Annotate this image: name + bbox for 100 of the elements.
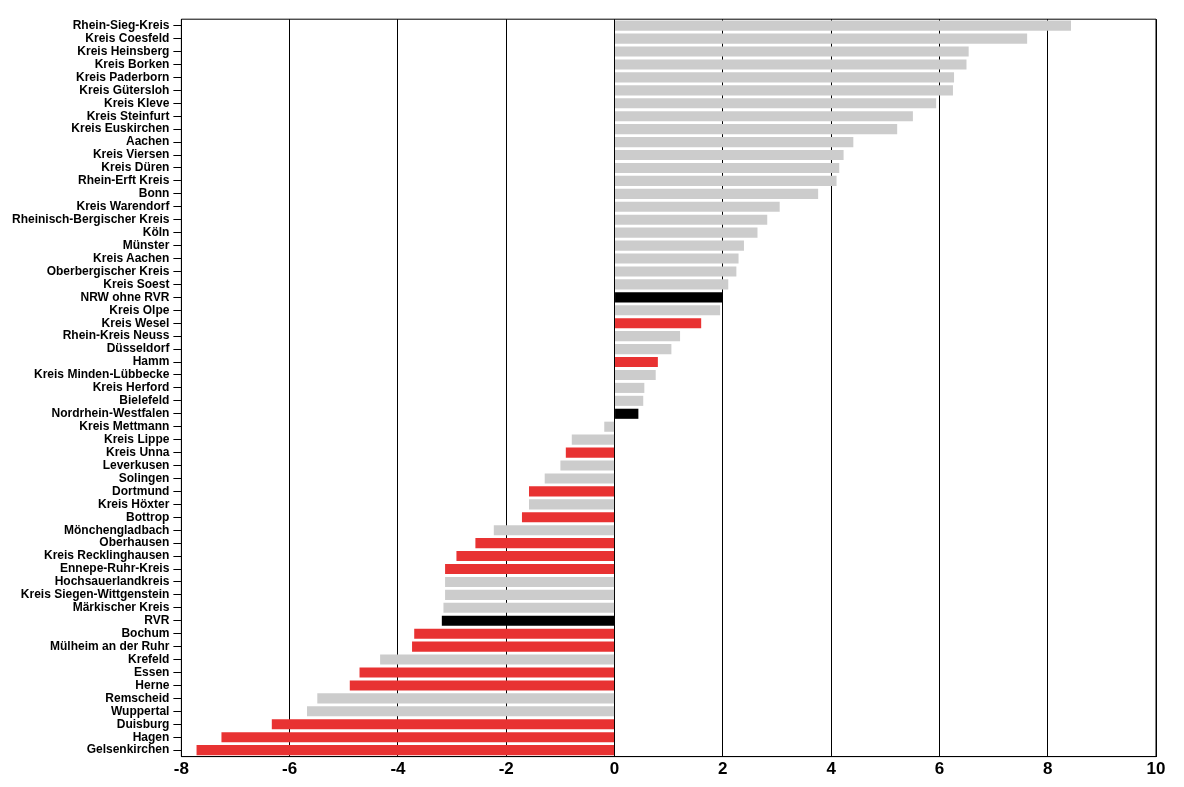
x-tick-label: -8 xyxy=(173,759,189,779)
y-tick-label: Ennepe-Ruhr-Kreis xyxy=(60,561,170,576)
x-tick-label: 6 xyxy=(934,759,945,779)
bar xyxy=(565,447,615,458)
bar xyxy=(412,641,615,652)
y-tick-label: Oberhausen xyxy=(99,535,170,550)
bar xyxy=(615,279,729,290)
bar xyxy=(615,149,844,161)
bar xyxy=(317,693,615,704)
y-tick-label: Rhein-Sieg-Kreis xyxy=(72,17,170,32)
y-tick-label: Kreis Aachen xyxy=(93,250,170,265)
bar xyxy=(445,563,615,575)
bar xyxy=(615,72,955,83)
x-tick-label: -4 xyxy=(390,759,407,779)
y-tick-label: Bielefeld xyxy=(119,393,170,408)
x-tick-label: -6 xyxy=(282,759,298,779)
y-tick-label: Kreis Steinfurt xyxy=(86,108,170,123)
bar xyxy=(615,382,645,393)
y-tick-label: Rheinisch-Bergischer Kreis xyxy=(12,212,170,227)
bar xyxy=(615,33,1028,44)
y-tick-label: Kreis Wesel xyxy=(101,315,170,330)
y-tick-label: Kreis Olpe xyxy=(109,302,170,317)
x-tick-label: 2 xyxy=(718,759,728,779)
bar xyxy=(221,732,615,743)
bar xyxy=(529,486,615,497)
bar xyxy=(615,98,937,109)
bar xyxy=(615,124,898,135)
bar xyxy=(615,318,702,329)
y-tick-label: Mülheim an der Ruhr xyxy=(50,638,170,653)
y-tick-label: RVR xyxy=(144,613,170,628)
bar xyxy=(271,719,615,730)
y-tick-label: Bottrop xyxy=(126,509,170,524)
y-tick-label: Mönchengladbach xyxy=(64,522,170,537)
bar xyxy=(307,706,615,717)
bar xyxy=(615,344,672,355)
bar xyxy=(615,266,737,277)
y-tick-label: Rhein-Erft Kreis xyxy=(78,173,170,188)
y-tick-label: Kreis Düren xyxy=(101,160,170,175)
y-tick-label: Kreis Höxter xyxy=(98,496,170,511)
y-tick-label: Hochsauerlandkreis xyxy=(54,574,170,589)
bar xyxy=(615,331,681,342)
y-tick-label: Köln xyxy=(142,224,170,239)
y-tick-label: Kreis Siegen-Wittgenstein xyxy=(20,587,170,602)
bar xyxy=(615,201,780,212)
bar xyxy=(615,305,721,316)
y-tick-label: Solingen xyxy=(118,470,170,485)
y-tick-label: NRW ohne RVR xyxy=(80,289,170,304)
y-tick-label: Kreis Soest xyxy=(103,276,170,291)
y-tick-label: Märkischer Kreis xyxy=(72,600,170,615)
y-tick-label: Kreis Paderborn xyxy=(76,69,170,84)
bar xyxy=(615,46,969,57)
bar xyxy=(349,680,615,691)
y-tick-label: Kreis Kleve xyxy=(104,95,170,110)
bar xyxy=(443,602,615,613)
x-tick-label: -2 xyxy=(498,759,514,779)
bar xyxy=(571,434,615,445)
y-tick-label: Duisburg xyxy=(116,716,170,731)
bar xyxy=(615,111,913,122)
y-tick-label: Nordrhein-Westfalen xyxy=(51,406,170,421)
bar xyxy=(615,20,1071,31)
y-tick-label: Kreis Warendorf xyxy=(76,199,171,214)
bar xyxy=(456,551,615,562)
y-tick-label: Krefeld xyxy=(128,651,170,666)
x-tick-label: 8 xyxy=(1042,759,1053,779)
bar xyxy=(615,214,768,225)
y-tick-label: Kreis Herford xyxy=(92,380,170,395)
bar xyxy=(604,421,615,432)
y-tick-label: Gelsenkirchen xyxy=(86,742,170,757)
bar xyxy=(529,499,615,510)
y-tick-label: Aachen xyxy=(126,134,170,149)
bar xyxy=(615,395,644,406)
x-tick-label: 4 xyxy=(826,759,837,779)
bar xyxy=(615,175,837,186)
y-tick-label: Leverkusen xyxy=(102,457,170,472)
bar xyxy=(359,667,615,678)
y-tick-label: Hamm xyxy=(132,354,170,369)
y-tick-label: Bonn xyxy=(138,186,170,201)
y-tick-label: Kreis Recklinghausen xyxy=(44,548,170,563)
bar xyxy=(615,369,656,381)
bar xyxy=(615,253,739,264)
y-tick-label: Kreis Euskirchen xyxy=(71,121,170,136)
y-tick-label: Kreis Viersen xyxy=(92,147,170,162)
y-tick-label: Bochum xyxy=(121,626,170,641)
x-tick-label: 0 xyxy=(609,759,620,779)
bar xyxy=(615,59,967,70)
x-tick-label: 10 xyxy=(1146,759,1166,779)
bar xyxy=(445,576,615,587)
y-tick-label: Herne xyxy=(135,677,170,692)
y-tick-label: Münster xyxy=(122,237,170,252)
bar xyxy=(380,654,615,665)
y-tick-label: Rhein-Kreis Neuss xyxy=(62,328,170,343)
y-tick-label: Remscheid xyxy=(105,690,170,705)
bar xyxy=(615,227,758,238)
bar xyxy=(615,162,840,174)
bar xyxy=(445,589,615,600)
bar xyxy=(615,356,658,368)
bar xyxy=(560,460,615,471)
bar xyxy=(196,745,615,756)
y-tick-label: Kreis Mettmann xyxy=(79,419,170,434)
bar xyxy=(615,137,854,148)
